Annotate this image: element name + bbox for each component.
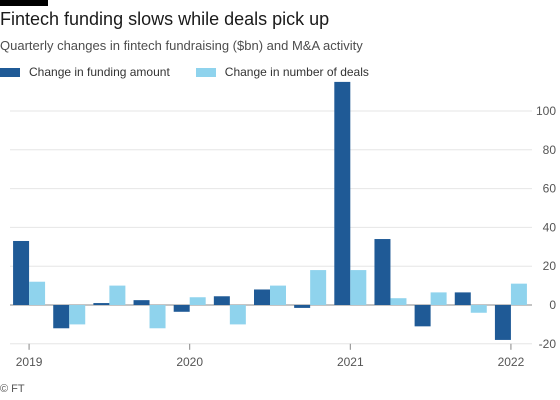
x-tick-label: 2022 (498, 355, 525, 369)
bar-deals-8 (350, 270, 367, 305)
legend-item-deals: Change in number of deals (195, 65, 369, 79)
bar-funding-5 (213, 296, 230, 305)
bar-deals-6 (270, 285, 286, 305)
y-tick-label: 40 (543, 220, 557, 234)
source-credit: © FT (0, 383, 25, 395)
y-tick-label: 20 (543, 259, 557, 273)
bar-funding-1 (53, 305, 70, 329)
legend-swatch-funding (0, 67, 20, 77)
bar-funding-2 (93, 303, 110, 305)
bar-deals-11 (470, 305, 487, 313)
bar-funding-10 (414, 305, 431, 327)
y-tick-label: 0 (549, 298, 556, 312)
bar-deals-3 (149, 305, 166, 329)
legend-label-funding: Change in funding amount (29, 65, 170, 79)
legend-swatch-deals (195, 67, 216, 77)
bar-deals-5 (229, 305, 246, 325)
bar-funding-12 (494, 305, 511, 340)
brand-bar (0, 0, 48, 6)
bar-funding-3 (133, 300, 150, 305)
bar-funding-4 (173, 305, 190, 312)
bar-deals-1 (69, 305, 86, 325)
bar-deals-9 (390, 298, 407, 305)
x-tick-label: 2020 (176, 355, 203, 369)
bar-funding-0 (13, 240, 30, 305)
bar-funding-11 (454, 292, 471, 305)
legend-label-deals: Change in number of deals (224, 65, 369, 79)
y-tick-label: 100 (536, 104, 556, 118)
chart-subtitle: Quarterly changes in fintech fundraising… (0, 38, 363, 53)
bar-funding-7 (294, 305, 311, 308)
y-tick-label: 60 (543, 182, 557, 196)
bar-deals-10 (430, 292, 447, 305)
chart-legend: Change in funding amount Change in numbe… (0, 64, 395, 80)
legend-item-funding: Change in funding amount (0, 65, 170, 79)
bar-deals-7 (310, 270, 327, 305)
bar-deals-4 (189, 297, 206, 305)
x-tick-label: 2019 (16, 355, 43, 369)
bar-deals-2 (109, 285, 126, 305)
bar-funding-6 (254, 289, 270, 305)
x-tick-label: 2021 (337, 355, 364, 369)
y-tick-label: 80 (543, 143, 557, 157)
bar-funding-8 (334, 81, 351, 306)
bar-funding-9 (374, 239, 391, 305)
chart-title: Fintech funding slows while deals pick u… (0, 9, 330, 29)
y-tick-label: -20 (539, 337, 557, 351)
bar-deals-12 (510, 283, 527, 305)
bar-deals-0 (29, 281, 46, 305)
